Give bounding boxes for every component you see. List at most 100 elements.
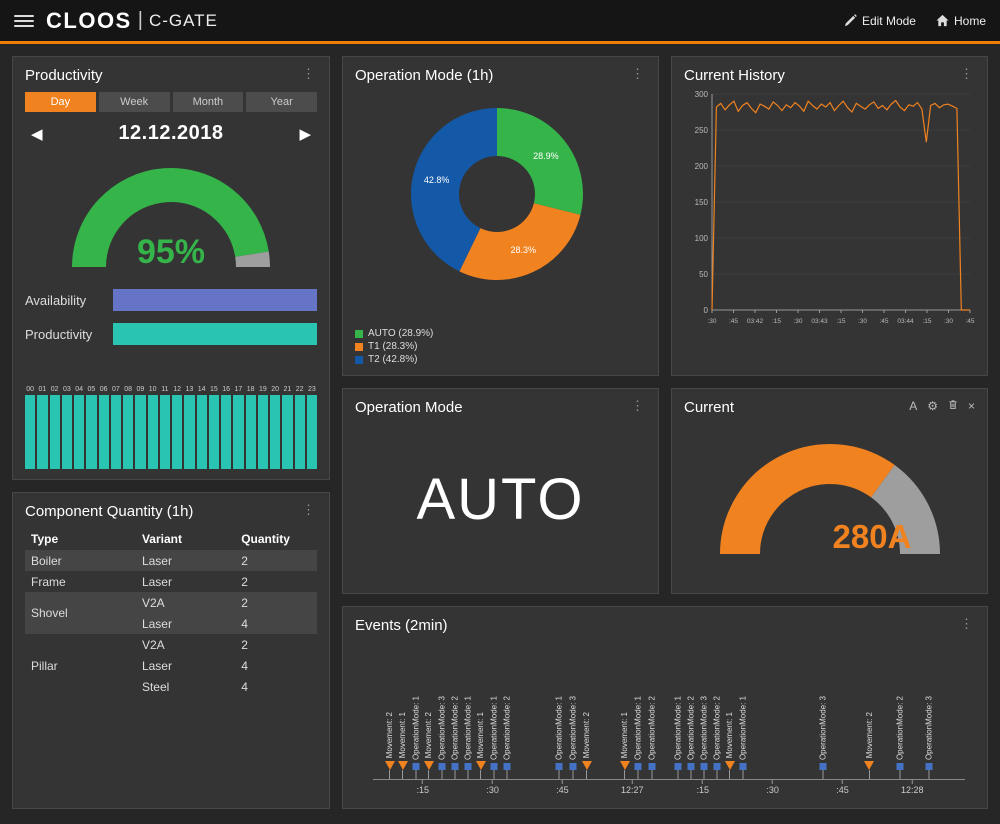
- svg-text:03:44: 03:44: [897, 318, 914, 325]
- hour-bar: 13: [184, 385, 194, 469]
- event-marker-opmode[interactable]: OperationMode: 1: [634, 696, 643, 779]
- hour-bar: 21: [282, 385, 292, 469]
- top-bar: CLOOS | C-GATE Edit Mode Home: [0, 0, 1000, 44]
- event-marker-opmode[interactable]: OperationMode: 3: [699, 696, 708, 779]
- table-row[interactable]: BoilerLaser2: [25, 550, 317, 571]
- svg-text:150: 150: [695, 198, 709, 207]
- tab-year[interactable]: Year: [246, 92, 317, 112]
- square-marker-icon: [687, 763, 694, 770]
- table-row[interactable]: FrameLaser2: [25, 571, 317, 592]
- hour-bar: 20: [270, 385, 280, 469]
- svg-text:42.8%: 42.8%: [424, 175, 450, 185]
- svg-text:50: 50: [699, 270, 708, 279]
- event-marker-movement[interactable]: Movement: 2: [424, 712, 434, 779]
- column-header-variant: Variant: [136, 528, 235, 550]
- square-marker-icon: [700, 763, 707, 770]
- event-marker-opmode[interactable]: OperationMode: 1: [673, 696, 682, 779]
- panel-menu-icon[interactable]: ⋮: [958, 617, 975, 630]
- event-marker-movement[interactable]: Movement: 1: [476, 712, 486, 779]
- event-marker-movement[interactable]: Movement: 1: [725, 712, 735, 779]
- hour-bar: 15: [209, 385, 219, 469]
- panel-menu-icon[interactable]: ⋮: [629, 399, 646, 412]
- next-date-button[interactable]: ▶: [299, 125, 311, 143]
- legend-item: AUTO (28.9%): [355, 328, 646, 339]
- events-panel: Events (2min) ⋮ Movement: 2Movement: 1Op…: [342, 606, 988, 809]
- home-icon: [936, 14, 949, 27]
- component-quantity-panel: Component Quantity (1h) ⋮ Type Variant Q…: [12, 492, 330, 809]
- event-marker-opmode[interactable]: OperationMode: 1: [555, 696, 564, 779]
- events-timeline: Movement: 2Movement: 1OperationMode: 1Mo…: [373, 634, 965, 780]
- event-marker-opmode[interactable]: OperationMode: 3: [818, 696, 827, 779]
- axis-tick: :30: [486, 780, 499, 795]
- settings-icon[interactable]: ⚙: [927, 400, 938, 412]
- current-history-line-chart: 050100150200250300:30:4503:42:15:3003:43…: [684, 84, 975, 334]
- square-marker-icon: [412, 763, 419, 770]
- hour-bar: 00: [25, 385, 35, 469]
- menu-icon[interactable]: [14, 15, 34, 27]
- panel-title: Events (2min): [355, 617, 448, 634]
- svg-text::45: :45: [729, 318, 738, 325]
- triangle-marker-icon: [424, 761, 434, 770]
- event-marker-movement[interactable]: Movement: 2: [582, 712, 592, 779]
- svg-text::15: :15: [922, 318, 931, 325]
- column-header-type: Type: [25, 528, 136, 550]
- table-row[interactable]: ShovelV2A2: [25, 592, 317, 613]
- dashboard: Productivity ⋮ DayWeekMonthYear ◀ 12.12.…: [0, 44, 1000, 821]
- event-marker-opmode[interactable]: OperationMode: 3: [569, 696, 578, 779]
- event-marker-opmode[interactable]: OperationMode: 2: [895, 696, 904, 779]
- svg-text:300: 300: [695, 90, 709, 99]
- hour-bar: 18: [246, 385, 256, 469]
- productivity-gauge-chart: 95%: [51, 149, 291, 275]
- event-marker-opmode[interactable]: OperationMode: 3: [437, 696, 446, 779]
- event-marker-opmode[interactable]: OperationMode: 2: [647, 696, 656, 779]
- close-icon[interactable]: ×: [968, 400, 975, 412]
- svg-text:100: 100: [695, 234, 709, 243]
- home-button[interactable]: Home: [936, 14, 986, 28]
- hour-bar: 17: [233, 385, 243, 469]
- svg-text::15: :15: [772, 318, 781, 325]
- edit-mode-button[interactable]: Edit Mode: [844, 14, 916, 28]
- axis-tick: :15: [416, 780, 429, 795]
- event-marker-opmode[interactable]: OperationMode: 1: [739, 696, 748, 779]
- panel-menu-icon[interactable]: ⋮: [958, 67, 975, 80]
- panel-menu-icon[interactable]: ⋮: [629, 67, 646, 80]
- current-date: 12.12.2018: [118, 122, 223, 145]
- svg-text:280A: 280A: [832, 518, 911, 555]
- axis-tick: 12:28: [901, 780, 924, 795]
- event-marker-opmode[interactable]: OperationMode: 2: [686, 696, 695, 779]
- text-size-icon[interactable]: A: [909, 400, 917, 412]
- panel-menu-icon[interactable]: ⋮: [300, 503, 317, 516]
- cloos-logo: CLOOS: [46, 8, 132, 34]
- event-marker-movement[interactable]: Movement: 2: [864, 712, 874, 779]
- event-marker-movement[interactable]: Movement: 1: [398, 712, 408, 779]
- triangle-marker-icon: [385, 761, 395, 770]
- event-marker-opmode[interactable]: OperationMode: 2: [712, 696, 721, 779]
- axis-tick: 12:27: [621, 780, 644, 795]
- square-marker-icon: [503, 763, 510, 770]
- operation-mode-panel: Operation Mode ⋮ AUTO: [342, 388, 659, 594]
- tab-day[interactable]: Day: [25, 92, 96, 112]
- delete-icon[interactable]: [948, 399, 958, 412]
- event-marker-opmode[interactable]: OperationMode: 2: [502, 696, 511, 779]
- table-row[interactable]: PillarV2A2: [25, 634, 317, 655]
- tab-month[interactable]: Month: [173, 92, 244, 112]
- tab-week[interactable]: Week: [99, 92, 170, 112]
- event-marker-opmode[interactable]: OperationMode: 3: [925, 696, 934, 779]
- hour-bar: 02: [50, 385, 60, 469]
- event-marker-opmode[interactable]: OperationMode: 1: [489, 696, 498, 779]
- event-marker-movement[interactable]: Movement: 2: [385, 712, 395, 779]
- panel-title: Current: [684, 399, 734, 416]
- kpi-productivity: Productivity: [25, 323, 317, 345]
- event-marker-movement[interactable]: Movement: 1: [620, 712, 630, 779]
- event-marker-opmode[interactable]: OperationMode: 2: [450, 696, 459, 779]
- event-marker-opmode[interactable]: OperationMode: 1: [411, 696, 420, 779]
- svg-text:250: 250: [695, 126, 709, 135]
- legend-item: T2 (42.8%): [355, 354, 646, 365]
- operation-mode-1h-panel: Operation Mode (1h) ⋮ 28.9%28.3%42.8% AU…: [342, 56, 659, 376]
- prev-date-button[interactable]: ◀: [31, 125, 43, 143]
- event-marker-opmode[interactable]: OperationMode: 1: [463, 696, 472, 779]
- panel-title: Operation Mode (1h): [355, 67, 493, 84]
- axis-tick: :45: [556, 780, 569, 795]
- panel-menu-icon[interactable]: ⋮: [300, 67, 317, 80]
- svg-text:28.9%: 28.9%: [533, 151, 559, 161]
